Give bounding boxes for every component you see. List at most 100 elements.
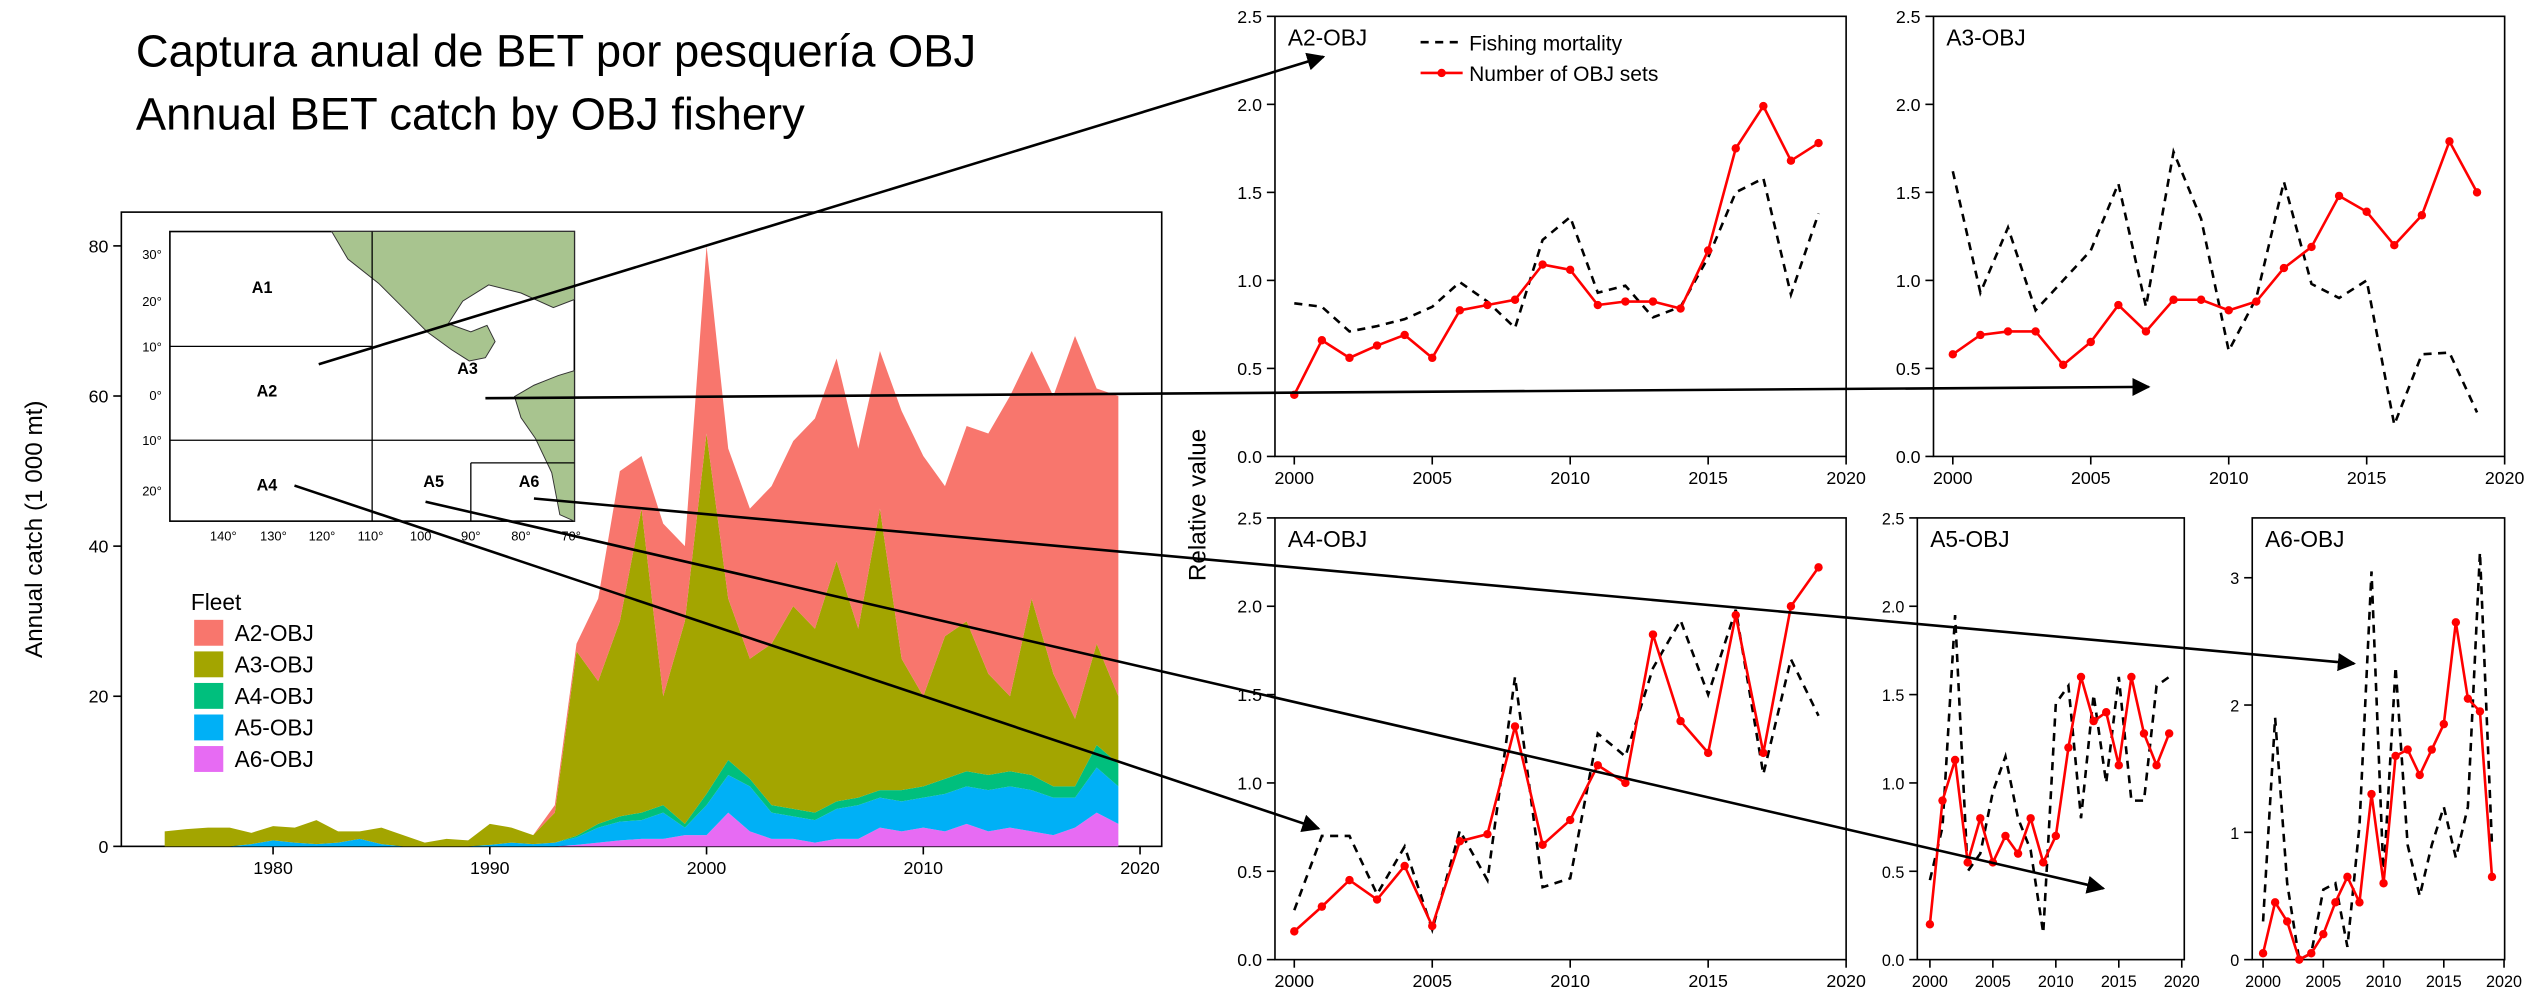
point xyxy=(2362,207,2371,216)
y-tick-label: 1.0 xyxy=(1896,271,1921,291)
point xyxy=(1400,330,1409,340)
line xyxy=(1928,676,2171,925)
legend-label: A5-OBJ xyxy=(235,715,314,741)
plot-frame xyxy=(1916,517,2186,961)
point xyxy=(1455,837,1465,846)
y-tick-label: 0.5 xyxy=(1882,864,1904,882)
point xyxy=(2355,898,2364,907)
legend-label: Fishing mortality xyxy=(1469,32,1622,55)
point xyxy=(2390,240,2399,250)
x-tick-label: 2015 xyxy=(2101,973,2137,991)
x-tick-label: 2005 xyxy=(2305,973,2341,991)
x-tick-label: 2000 xyxy=(1275,468,1315,488)
point xyxy=(2001,831,2010,841)
y-tick-label: 1.5 xyxy=(1237,183,1262,203)
lat-label: 10° xyxy=(142,339,162,354)
point xyxy=(2258,949,2268,958)
x-tick-label: 2010 xyxy=(1550,971,1590,991)
point xyxy=(1786,156,1796,165)
point xyxy=(2343,872,2352,882)
point xyxy=(1648,297,1658,306)
point xyxy=(1593,300,1603,310)
y-tick-label: 40 xyxy=(89,537,109,557)
x-tick-label: 1990 xyxy=(470,858,510,878)
point xyxy=(2403,745,2412,754)
point xyxy=(2039,858,2048,867)
legend-label: A6-OBJ xyxy=(235,746,314,772)
point xyxy=(2076,672,2086,682)
point xyxy=(1483,829,1492,839)
point xyxy=(1648,630,1658,639)
point xyxy=(2152,761,2161,770)
point xyxy=(1950,755,1960,765)
area xyxy=(164,433,1119,847)
area xyxy=(164,812,1119,847)
point xyxy=(2472,188,2482,197)
point xyxy=(2307,949,2316,958)
panel-title: A5-OBJ xyxy=(1930,526,2009,552)
y-tick-label: 2.0 xyxy=(1237,95,1262,115)
point xyxy=(2058,360,2068,370)
point xyxy=(2367,789,2376,799)
region-label: A1 xyxy=(252,279,273,297)
x-tick-label: 2000 xyxy=(1275,971,1315,991)
lon-label: 90° xyxy=(461,529,481,544)
y-tick-label: 2.5 xyxy=(1882,510,1904,528)
y-tick-label: 0.0 xyxy=(1882,952,1904,970)
arrows xyxy=(294,52,2356,894)
point xyxy=(2051,831,2061,841)
line xyxy=(1294,176,1820,333)
point xyxy=(2445,137,2454,146)
y-tick-label: 60 xyxy=(89,386,109,406)
lon-label: 130° xyxy=(260,529,287,544)
legend-swatch xyxy=(194,746,224,772)
point xyxy=(1593,761,1603,770)
y-tick-label: 2.0 xyxy=(1237,597,1262,617)
point xyxy=(1621,778,1630,788)
plot-frame xyxy=(2251,517,2506,961)
point xyxy=(1948,350,1958,359)
y-axis-label: Annual catch (1 000 mt) xyxy=(21,401,48,658)
y-tick-label: 1.0 xyxy=(1237,773,1262,793)
y-tick-label: 2.5 xyxy=(1896,7,1921,27)
line xyxy=(1293,609,1820,935)
legend-label: A4-OBJ xyxy=(235,683,314,709)
point xyxy=(2013,849,2023,858)
land xyxy=(513,370,575,522)
point xyxy=(2127,672,2136,682)
point xyxy=(1428,353,1437,363)
point xyxy=(1400,861,1409,871)
line xyxy=(1293,103,1820,396)
lat-label: 0° xyxy=(149,388,161,403)
x-tick-label: 2010 xyxy=(904,858,944,878)
region-label: A5 xyxy=(423,473,444,491)
x-tick-label: 2015 xyxy=(2426,973,2462,991)
point xyxy=(2439,719,2449,729)
legend-title: Fleet xyxy=(191,589,242,615)
legend-label: Number of OBJ sets xyxy=(1469,63,1658,86)
title-line: Annual BET catch by OBJ fishery xyxy=(136,89,805,140)
legend-swatch xyxy=(194,619,224,646)
point xyxy=(2331,898,2340,907)
arrow xyxy=(485,377,2151,400)
point xyxy=(2196,295,2206,304)
point xyxy=(2319,929,2328,939)
map-inset: A1 A2 A3 A4 A5 A6 30° 20° 10° 0° 10° 20° 140° 130° 120… xyxy=(142,230,581,544)
plot-frame xyxy=(1274,517,1847,961)
point xyxy=(1483,300,1492,310)
arrow xyxy=(294,484,1321,832)
point xyxy=(1759,101,1768,111)
point xyxy=(1703,246,1713,255)
point xyxy=(2139,729,2149,738)
point xyxy=(2475,707,2485,716)
y-tick-label: 0.5 xyxy=(1237,862,1262,882)
point xyxy=(2114,761,2124,770)
x-tick-label: 2010 xyxy=(1550,468,1590,488)
title-line: Captura anual de BET por pesquería OBJ xyxy=(136,25,976,76)
legend-label: A3-OBJ xyxy=(235,651,314,677)
line xyxy=(1293,566,1820,933)
point xyxy=(2224,306,2233,315)
region-boundary xyxy=(169,231,575,522)
line xyxy=(1951,147,2479,430)
